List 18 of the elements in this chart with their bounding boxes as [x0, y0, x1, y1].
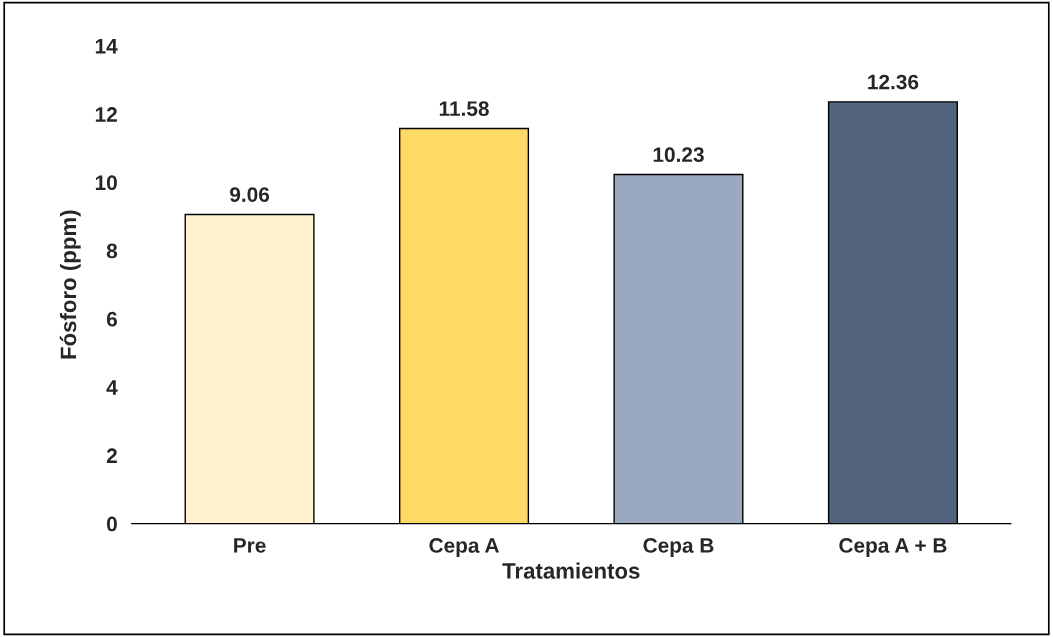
- data-label: 9.06: [230, 187, 270, 202]
- x-tick-label: Cepa A: [429, 538, 499, 557]
- x-tick-label: Pre: [234, 538, 266, 553]
- data-label: 12.36: [868, 74, 919, 90]
- x-tick-label: Cepa B: [643, 538, 714, 557]
- data-label: 10.23: [653, 147, 704, 163]
- y-tick-label: 10: [95, 175, 117, 191]
- y-tick-label: 14: [95, 39, 118, 54]
- x-axis-title: Tratamientos: [502, 562, 640, 579]
- y-tick-label: 6: [106, 311, 117, 327]
- data-label: 11.58: [439, 101, 489, 116]
- y-tick-label: 2: [106, 448, 117, 463]
- y-tick-label: 0: [106, 516, 117, 532]
- y-tick-label: 8: [106, 243, 118, 259]
- y-tick-label: 4: [106, 380, 118, 395]
- x-tick-label: Cepa A + B: [839, 538, 947, 557]
- y-axis-title: Fósforo (ppm): [59, 210, 81, 359]
- y-tick-label: 12: [95, 107, 117, 122]
